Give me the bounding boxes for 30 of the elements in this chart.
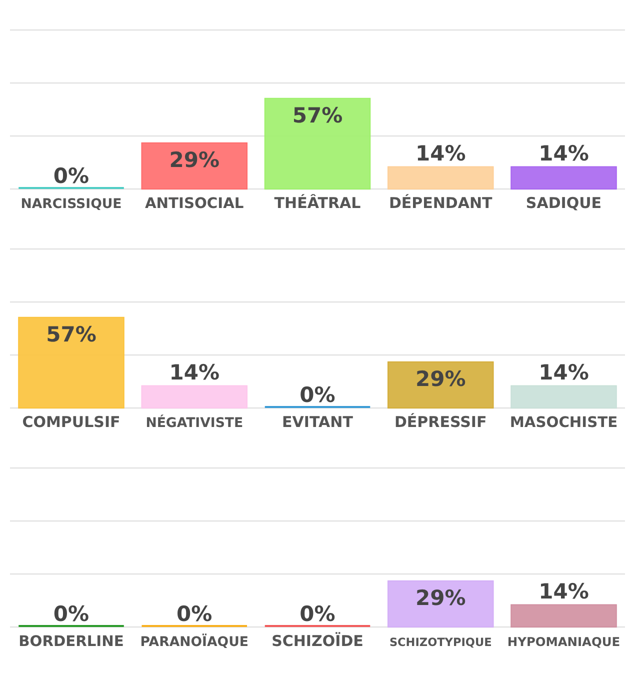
x-tick-label: PARANOÏAQUE [140, 633, 248, 650]
data-label: 57% [292, 103, 343, 128]
x-tick-label: ANTISOCIAL [144, 195, 244, 212]
data-label: 29% [415, 586, 466, 610]
data-label: 14% [538, 142, 589, 166]
x-tick-label: DÉPENDANT [388, 194, 494, 212]
data-label: 0% [176, 602, 212, 626]
x-tick-label: DÉPRESSIF [394, 413, 487, 431]
data-label: 29% [415, 366, 466, 391]
x-tick-label: COMPULSIF [22, 413, 120, 431]
data-label: 0% [53, 602, 90, 626]
data-label: 0% [53, 164, 90, 188]
data-label: 0% [300, 383, 336, 407]
x-tick-label: EVITANT [282, 413, 354, 431]
data-label: 14% [169, 360, 220, 385]
data-label: 14% [538, 360, 589, 385]
x-tick-label: BORDERLINE [18, 633, 124, 650]
x-tick-label: NÉGATIVISTE [146, 414, 244, 431]
x-tick-label: SADIQUE [526, 194, 602, 212]
x-tick-label: SCHIZOTYPIQUE [389, 636, 492, 649]
x-tick-label: HYPOMANIAQUE [507, 635, 620, 649]
x-tick-label: THÉÂTRAL [274, 194, 362, 212]
data-label: 29% [169, 148, 220, 172]
data-label: 0% [300, 602, 336, 626]
data-label: 14% [538, 580, 589, 604]
x-tick-label: MASOCHISTE [510, 414, 618, 431]
data-label: 57% [46, 322, 96, 346]
x-tick-label: SCHIZOÏDE [272, 632, 364, 650]
data-label: 14% [415, 142, 466, 166]
x-tick-label: NARCISSIQUE [20, 197, 122, 212]
